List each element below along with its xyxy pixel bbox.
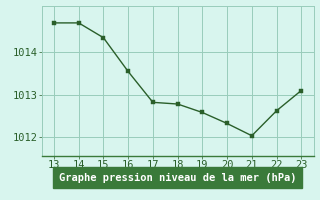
X-axis label: Graphe pression niveau de la mer (hPa): Graphe pression niveau de la mer (hPa) <box>59 173 296 183</box>
